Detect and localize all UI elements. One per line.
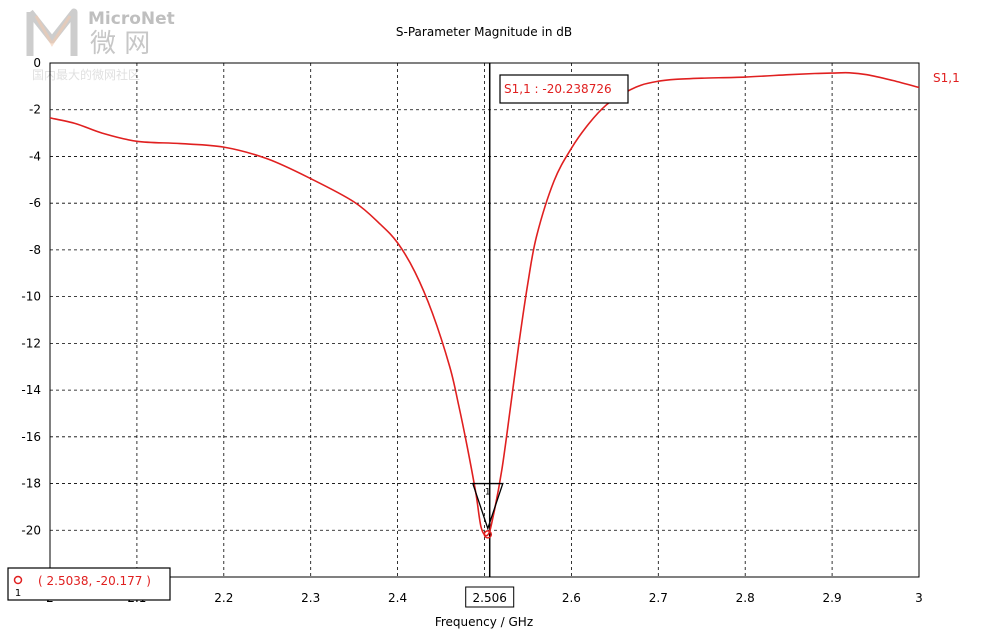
y-tick-label: -12 — [21, 336, 41, 350]
marker-id: 1 — [485, 488, 491, 498]
marker-x-value-box — [465, 586, 515, 608]
grid-lines — [50, 63, 919, 577]
y-tick-labels: 0 -2 -4 -6 -8 -10 -12 -14 -16 -18 -20 — [21, 56, 41, 537]
y-tick-label: -18 — [21, 477, 41, 491]
plot-frame — [49, 62, 920, 578]
x-tick-label: 2.2 — [214, 591, 233, 605]
y-tick-label: 0 — [33, 56, 41, 70]
series-line-s11 — [49, 71, 920, 537]
cursor-readout-text: ( 2.5038, -20.177 ) — [38, 574, 151, 588]
y-tick-label: -14 — [21, 383, 41, 397]
chart-title: S-Parameter Magnitude in dB — [396, 25, 572, 39]
y-tick-label: -2 — [29, 103, 41, 117]
watermark-tagline: 国内最大的微网社区 — [32, 67, 140, 82]
x-tick-label: 2.3 — [301, 591, 320, 605]
marker-triangle-icon[interactable]: 1 — [471, 482, 504, 531]
y-tick-label: -20 — [21, 523, 41, 537]
cursor-readout: 1 ( 2.5038, -20.177 ) — [7, 567, 171, 601]
cursor-point-icon[interactable] — [483, 530, 493, 539]
x-tick-label: 2.4 — [388, 591, 407, 605]
marker-label[interactable]: S1,1 : -20.238726 — [499, 74, 629, 104]
y-tick-label: -6 — [29, 196, 41, 210]
y-tick-label: -16 — [21, 430, 41, 444]
x-tick-label: 3 — [915, 591, 923, 605]
y-tick-label: -10 — [21, 290, 41, 304]
series-label-s11: S1,1 — [933, 71, 960, 85]
y-tick-label: -4 — [29, 149, 41, 163]
cursor-readout-id: 1 — [15, 588, 21, 599]
marker-label-text: S1,1 : -20.238726 — [504, 82, 612, 96]
marker-label-box — [499, 74, 629, 104]
marker-x-value-text: 2.506 — [473, 591, 507, 605]
micronet-watermark: MicroNet 微 网 国内最大的微网社区 — [26, 8, 175, 82]
x-tick-label: 2.7 — [649, 591, 668, 605]
x-tick-label: 2.8 — [736, 591, 755, 605]
watermark-brand: MicroNet — [88, 9, 175, 29]
micronet-logo-icon — [26, 8, 78, 56]
cursor-readout-icon — [13, 575, 23, 585]
cursor-readout-box — [7, 567, 171, 601]
x-tick-label: 2.9 — [823, 591, 842, 605]
marker-x-value: 2.506 — [465, 586, 515, 608]
x-axis-label: Frequency / GHz — [435, 615, 533, 629]
x-tick-label: 2.6 — [562, 591, 581, 605]
watermark-cn: 微 网 — [90, 29, 150, 59]
y-tick-label: -8 — [29, 243, 41, 257]
